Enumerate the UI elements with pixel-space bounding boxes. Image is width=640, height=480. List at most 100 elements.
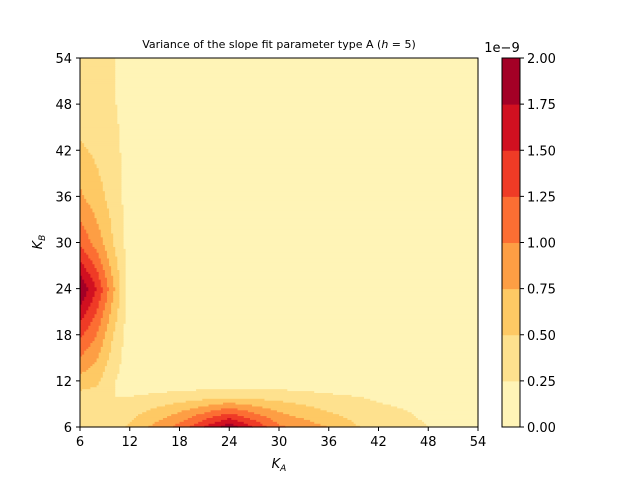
contour-cell [123, 227, 479, 230]
contour-cell [86, 198, 106, 201]
contour-cell [125, 263, 479, 267]
contour-cell [113, 292, 120, 295]
contour-cell [123, 211, 479, 215]
contour-cell [121, 181, 479, 184]
contour-cell [84, 265, 96, 269]
contour-cell [84, 263, 96, 267]
contour-cell [109, 263, 118, 267]
contour-cell [111, 307, 118, 311]
y-tick-label: 42 [55, 144, 72, 159]
contour-cell [80, 156, 94, 159]
contour-cell [86, 284, 96, 288]
contour-cell [84, 248, 98, 251]
contour-cell [94, 294, 102, 297]
contour-cell [80, 340, 94, 344]
contour-cell [119, 365, 479, 369]
contour-cell [80, 323, 91, 326]
contour-cell [80, 423, 129, 426]
contour-cell [88, 254, 100, 257]
contour-cell [150, 407, 191, 411]
contour-cell [100, 321, 110, 324]
contour-cell [121, 165, 479, 169]
contour-cell [96, 286, 104, 290]
contour-cell [305, 403, 392, 407]
contour-cell [92, 296, 102, 299]
contour-cell [88, 325, 100, 328]
contour-cell [104, 194, 123, 197]
contour-cell [196, 388, 288, 392]
contour-cell [80, 121, 118, 124]
contour-cell [247, 423, 264, 426]
contour-cell [119, 146, 479, 149]
contour-cell [80, 400, 187, 403]
contour-cell [80, 188, 83, 192]
contour-cell [106, 277, 114, 280]
contour-cell [80, 261, 83, 265]
contour-cell [80, 65, 116, 69]
contour-cell [80, 344, 91, 347]
contour-cell [80, 294, 87, 297]
contour-cell [104, 244, 114, 247]
contour-cell [80, 319, 94, 322]
contour-cell [80, 425, 127, 428]
contour-cell [80, 327, 89, 330]
contour-cell [80, 417, 135, 420]
contour-cell [115, 58, 479, 61]
contour-cell [100, 177, 123, 180]
contour-cell [106, 323, 116, 326]
contour-cell [80, 304, 91, 307]
contour-cell [92, 244, 106, 247]
contour-cell [102, 315, 110, 319]
contour-cell [125, 296, 479, 299]
contour-cell [90, 342, 104, 345]
contour-cell [80, 184, 104, 188]
contour-cell [115, 321, 127, 324]
contour-cell [92, 340, 104, 344]
x-tick-label: 30 [271, 435, 288, 450]
colorbar-tick-label: 1.75 [527, 98, 556, 113]
contour-cell [80, 154, 94, 157]
contour-cell [82, 371, 104, 374]
contour-cell [88, 367, 106, 370]
contour-cell [104, 271, 112, 274]
contour-cell [125, 286, 479, 290]
contour-cell [80, 392, 116, 395]
contour-cell [123, 342, 479, 345]
contour-cell [125, 265, 479, 269]
contour-cell [115, 73, 479, 76]
contour-cell [80, 67, 116, 71]
contour-cell [125, 259, 479, 263]
contour-cell [115, 79, 479, 82]
contour-cell [102, 309, 112, 313]
contour-cell [113, 238, 125, 242]
contour-cell [109, 209, 125, 213]
contour-cell [115, 392, 150, 395]
contour-cell [80, 138, 120, 142]
contour-cell [117, 115, 479, 119]
contour-cell [92, 317, 102, 320]
contour-cell [80, 317, 83, 320]
contour-cell [88, 271, 100, 274]
contour-cell [125, 257, 479, 261]
contour-cell [206, 417, 228, 420]
contour-cell [98, 300, 108, 303]
contour-cell [100, 348, 112, 351]
contour-cell [237, 419, 257, 422]
contour-cell [98, 352, 110, 355]
contour-cell [80, 94, 116, 98]
contour-cell [117, 309, 127, 313]
contour-cell [100, 296, 108, 299]
contour-cell [80, 248, 85, 251]
contour-cell [121, 192, 479, 196]
contour-cell [121, 188, 479, 192]
contour-cell [158, 419, 185, 422]
x-tick-label: 12 [121, 435, 138, 450]
contour-cell [90, 275, 100, 278]
contour-cell [100, 317, 110, 320]
contour-cell [80, 205, 91, 209]
contour-cell [123, 205, 479, 209]
contour-cell [80, 378, 102, 382]
contour-cell [80, 236, 89, 240]
contour-cell [119, 298, 127, 301]
contour-cell [80, 388, 83, 392]
